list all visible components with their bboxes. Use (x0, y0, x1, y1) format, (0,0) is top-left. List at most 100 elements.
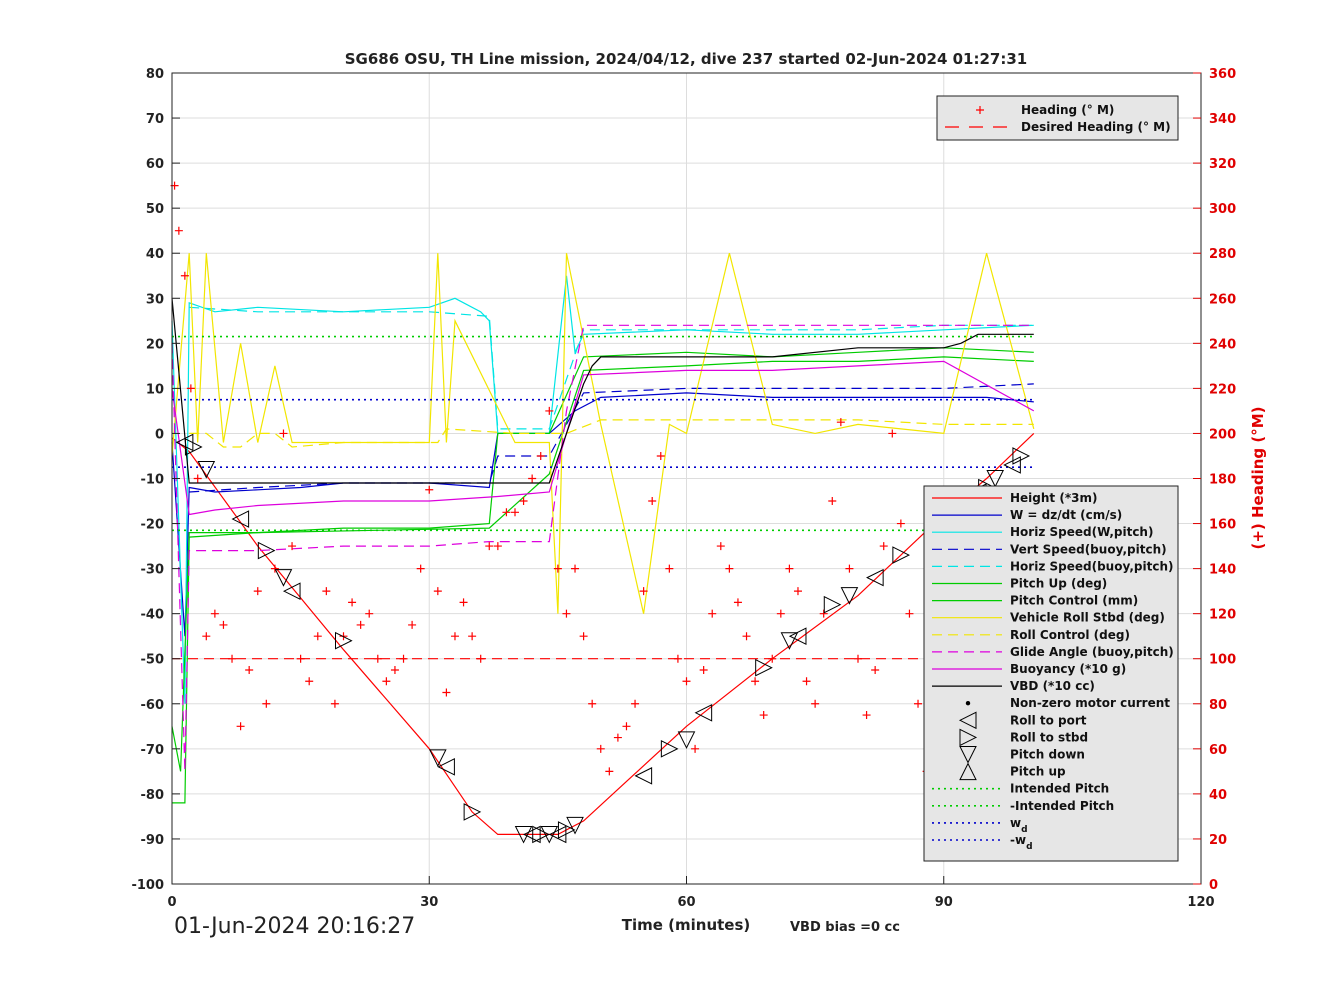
heading-point (468, 632, 477, 641)
y-tick-label: -10 (141, 473, 165, 488)
y-right-tick-label: 240 (1209, 337, 1236, 352)
heading-point (219, 620, 228, 629)
legend-swatch-pitch-down (959, 746, 977, 764)
heading-point (596, 744, 605, 753)
legend-item-label: Non-zero motor current (1010, 696, 1170, 710)
heading-point (408, 620, 417, 629)
pitch-roll-marker (840, 587, 859, 605)
heading-point (631, 699, 640, 708)
pitch-roll-marker (274, 569, 293, 587)
legend-item-label: Pitch Up (deg) (1010, 577, 1107, 591)
legend-heading: Heading (° M) Desired Heading (° M) (936, 95, 1179, 141)
series-layer (170, 181, 1035, 844)
heading-point (459, 598, 468, 607)
heading-point (536, 451, 545, 460)
pitch-roll-marker (677, 731, 696, 749)
y-right-tick-label: 260 (1209, 292, 1236, 307)
pitch-roll-marker (231, 510, 250, 528)
x-tick-label: 90 (935, 895, 953, 910)
heading-point (262, 699, 271, 708)
series-line (189, 383, 1034, 493)
series-line (172, 356, 1034, 804)
y-tick-label: -80 (141, 788, 165, 803)
heading-point (854, 654, 862, 663)
legend-heading-label: Desired Heading (° M) (1021, 120, 1171, 134)
y-tick-label: -60 (141, 698, 165, 713)
y-tick-label: -50 (141, 653, 165, 668)
x-tick-label: 120 (1187, 895, 1214, 910)
heading-point (699, 665, 708, 674)
y-tick-label: 50 (146, 202, 164, 217)
heading-point (579, 632, 588, 641)
y-tick-label: -70 (141, 743, 165, 758)
heading-point (365, 609, 374, 618)
heading-point (691, 744, 700, 753)
legend-item-label: Vehicle Roll Stbd (deg) (1010, 611, 1165, 625)
y-right-tick-label: 180 (1209, 473, 1236, 488)
y-tick-label: 60 (146, 157, 164, 172)
legend-swatch-pitch-up (959, 762, 977, 781)
heading-point (519, 497, 528, 506)
pitch-roll-marker (514, 825, 533, 844)
pitch-roll-marker (823, 595, 842, 614)
heading-point (562, 609, 571, 618)
heading-point (416, 564, 425, 573)
series-vert-speed-buoy-pitch (189, 383, 1034, 493)
heading-point (545, 406, 554, 415)
pitch-roll-marker (566, 816, 584, 835)
heading-point (279, 429, 288, 438)
heading-point (716, 542, 725, 551)
legend-heading-label: Heading (° M) (1021, 103, 1114, 117)
legend-item-label: W = dz/dt (cm/s) (1010, 508, 1122, 522)
heading-point (725, 564, 734, 573)
pitch-roll-marker (986, 470, 1005, 488)
y-right-tick-label: 220 (1209, 382, 1236, 397)
series-roll-control-deg (189, 419, 1034, 448)
heading-point (793, 587, 802, 596)
legend-heading-swatch (976, 106, 984, 114)
heading-point (193, 474, 202, 483)
pitch-roll-marker (463, 803, 482, 821)
pitch-roll-marker (532, 825, 550, 844)
legend-main-box (923, 485, 1179, 862)
pitch-roll-marker (780, 632, 799, 650)
pitch-roll-marker (1003, 456, 1021, 474)
vbd-bias-note: VBD bias =0 cc (790, 920, 900, 935)
heading-point (811, 699, 820, 708)
series-pitch-control-mm (172, 356, 1034, 804)
y-right-tick-label: 340 (1209, 112, 1236, 127)
series-buoyancy-10-g (171, 360, 1035, 516)
heading-point (390, 665, 399, 674)
y-right-tick-label: 60 (1209, 743, 1227, 758)
heading-point (245, 665, 254, 674)
heading-point (682, 677, 691, 686)
heading-point (613, 733, 622, 742)
series-vbd-10-cc (171, 298, 1034, 484)
heading-point (210, 609, 219, 618)
heading-point (648, 497, 657, 506)
legend-swatch-dot (965, 701, 971, 706)
heading-point (605, 767, 614, 776)
heading-point (174, 226, 183, 235)
pitch-roll-marker (429, 749, 447, 767)
heading-point (751, 677, 760, 686)
heading-point (896, 519, 905, 528)
heading-point (399, 654, 408, 663)
pitch-roll-marker (335, 631, 353, 650)
heading-point (493, 542, 502, 551)
y-tick-label: -90 (141, 833, 165, 848)
pitch-roll-marker (197, 460, 216, 479)
y-right-tick-label: 360 (1209, 67, 1236, 82)
y-tick-label: 70 (146, 112, 164, 127)
series-line (171, 253, 1035, 614)
pitch-roll-marker (892, 546, 910, 564)
heading-point (528, 474, 537, 483)
heading-point (588, 699, 597, 708)
pitch-roll-marker (184, 438, 203, 456)
series-vehicle-roll-stbd-deg (171, 253, 1035, 614)
heading-point (914, 699, 923, 708)
legend-item-label: -Intended Pitch (1010, 799, 1114, 813)
series-horiz-speed-buoy-pitch (189, 306, 1034, 430)
pitch-roll-marker (866, 568, 884, 587)
legend-item-label: Height (*3m) (1010, 491, 1097, 505)
